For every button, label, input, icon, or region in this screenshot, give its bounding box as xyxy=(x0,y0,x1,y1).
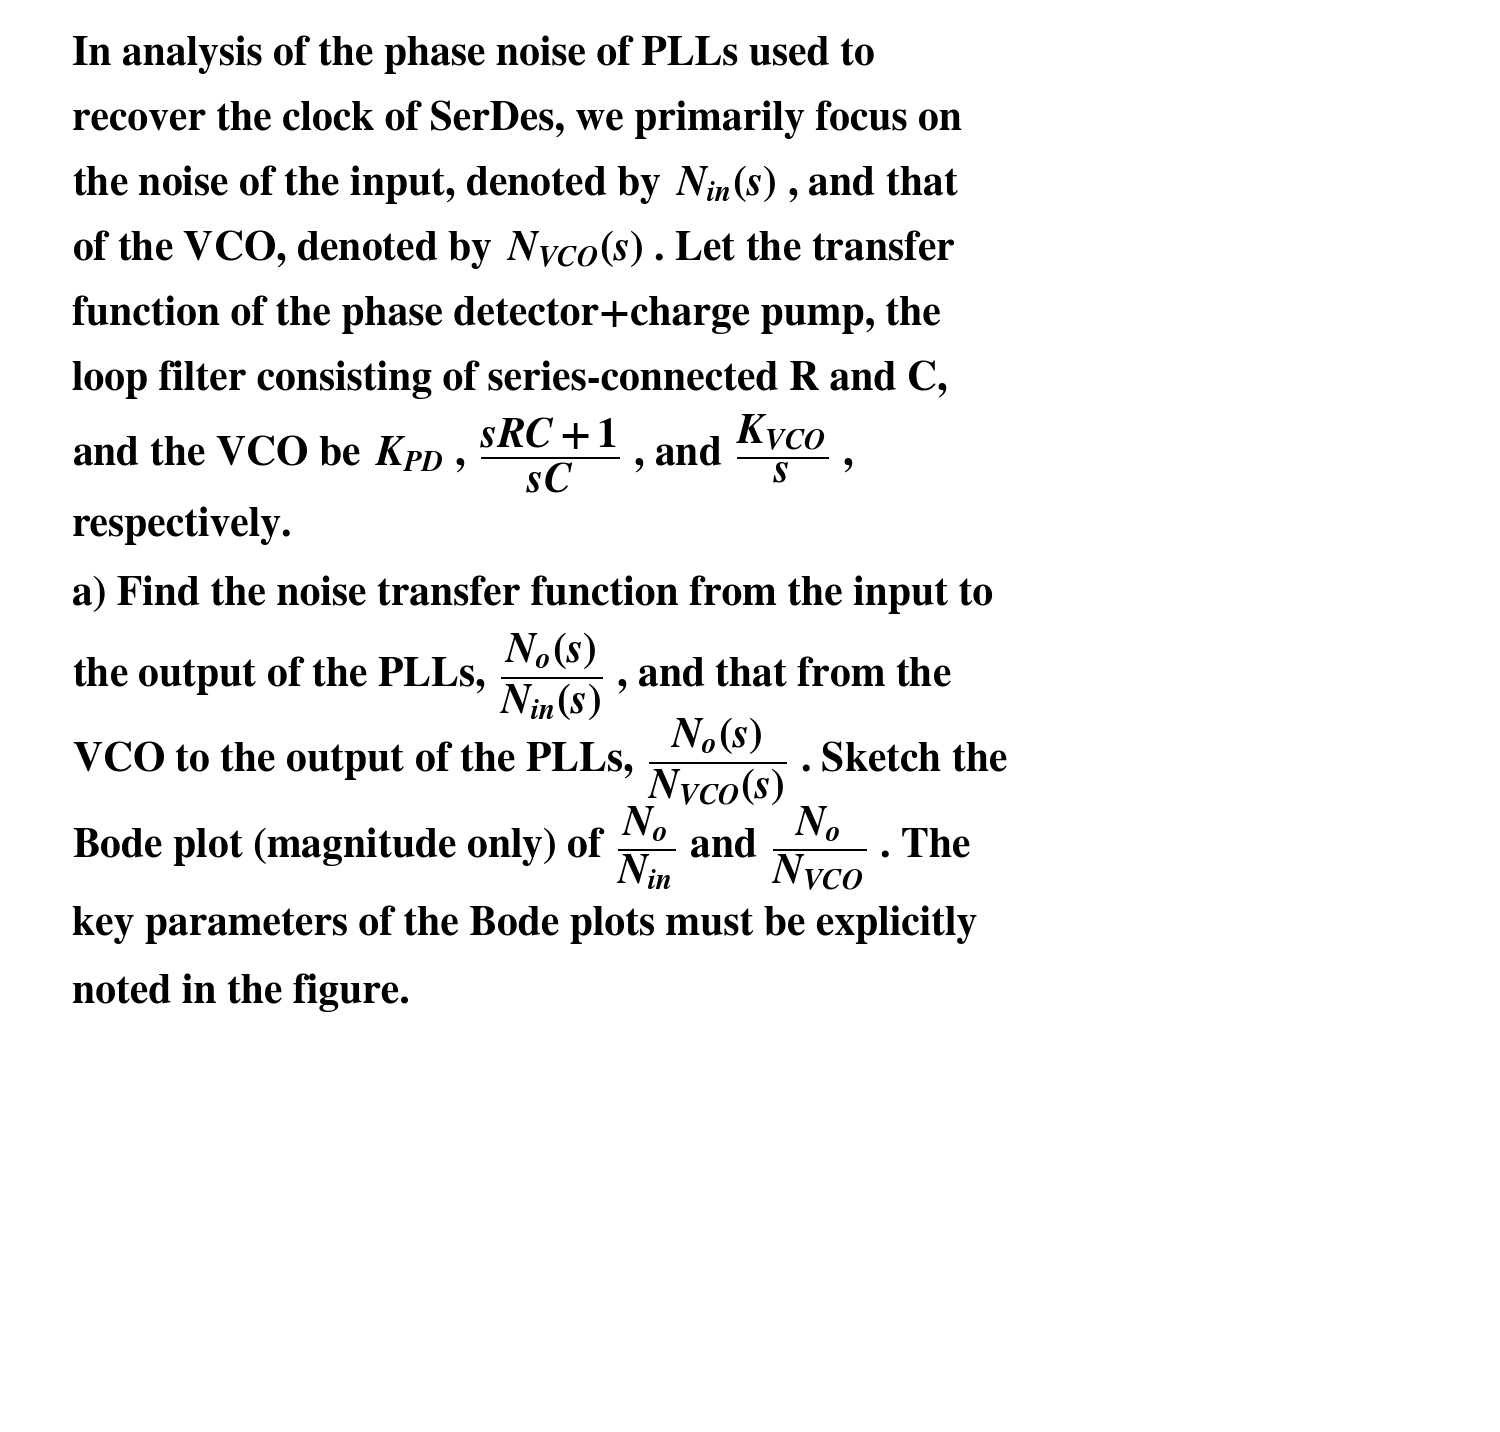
Text: loop filter consisting of series-connected R and C,: loop filter consisting of series-connect… xyxy=(72,361,948,400)
Text: respectively.: respectively. xyxy=(72,507,292,544)
Text: VCO to the output of the PLLs, $\,\dfrac{N_o(s)}{N_{VCO}(s)}$ . Sketch the: VCO to the output of the PLLs, $\,\dfrac… xyxy=(72,716,1008,806)
Text: noted in the figure.: noted in the figure. xyxy=(72,974,410,1012)
Text: the noise of the input, denoted by $\,N_{in}(s)$ , and that: the noise of the input, denoted by $\,N_… xyxy=(72,163,958,206)
Text: the output of the PLLs, $\,\dfrac{N_o(s)}{N_{in}(s)}$ , and that from the: the output of the PLLs, $\,\dfrac{N_o(s)… xyxy=(72,630,952,722)
Text: key parameters of the Bode plots must be explicitly: key parameters of the Bode plots must be… xyxy=(72,906,978,944)
Text: recover the clock of SerDes, we primarily focus on: recover the clock of SerDes, we primaril… xyxy=(72,100,962,139)
Text: of the VCO, denoted by $\,N_{VCO}(s)$ . Let the transfer: of the VCO, denoted by $\,N_{VCO}(s)$ . … xyxy=(72,228,956,272)
Text: and the VCO be $\,K_{PD}$ , $\,\dfrac{sRC+1}{sC}$ , and $\,\dfrac{K_{VCO}}{s}$ ,: and the VCO be $\,K_{PD}$ , $\,\dfrac{sR… xyxy=(72,412,853,495)
Text: In analysis of the phase noise of PLLs used to: In analysis of the phase noise of PLLs u… xyxy=(72,36,874,73)
Text: function of the phase detector+charge pump, the: function of the phase detector+charge pu… xyxy=(72,296,940,334)
Text: a) Find the noise transfer function from the input to: a) Find the noise transfer function from… xyxy=(72,576,993,614)
Text: Bode plot (magnitude only) of $\,\dfrac{N_o}{N_{in}}$ and $\,\dfrac{N_o}{N_{VCO}: Bode plot (magnitude only) of $\,\dfrac{… xyxy=(72,805,972,892)
